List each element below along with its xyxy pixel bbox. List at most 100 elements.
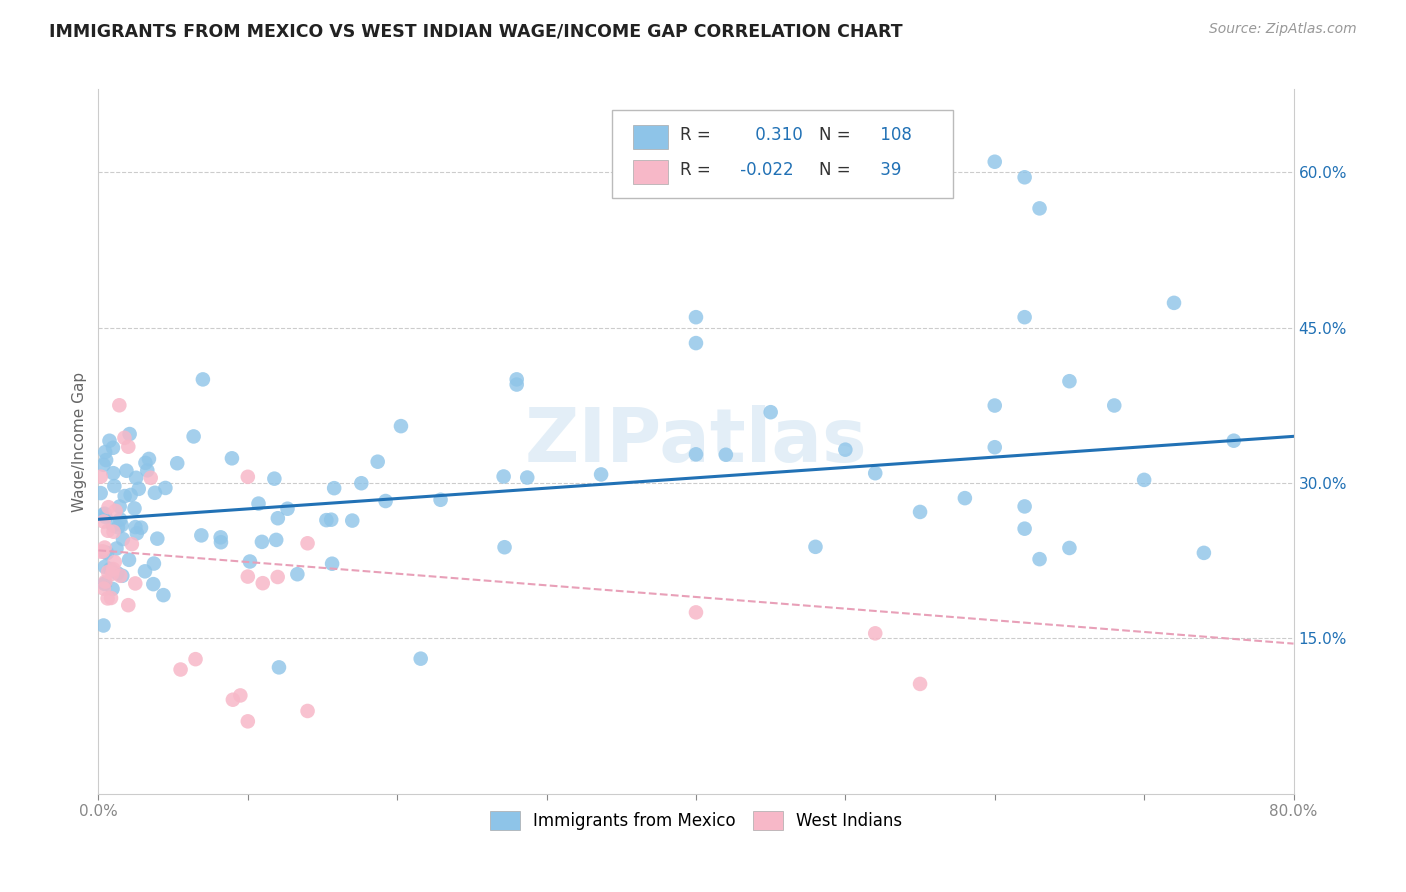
Point (221, 451, 243, 466)
Point (155, 481, 177, 495)
Point (110, 512, 132, 526)
Point (714, 448, 737, 462)
Point (297, 536, 319, 550)
Point (276, 501, 298, 516)
Point (1104, 399, 1126, 413)
Point (239, 554, 262, 568)
Point (129, 521, 152, 535)
Point (138, 451, 160, 466)
Point (166, 456, 188, 470)
Point (315, 513, 337, 527)
Point (367, 455, 389, 469)
Point (120, 488, 142, 502)
Point (139, 471, 162, 485)
Point (103, 466, 125, 480)
Point (222, 692, 245, 706)
Point (209, 530, 232, 544)
Point (191, 372, 214, 386)
Point (107, 566, 129, 581)
Point (94, 445, 117, 459)
Point (142, 577, 165, 591)
Point (984, 154, 1007, 169)
Point (759, 405, 782, 419)
Point (236, 714, 259, 729)
Text: -0.022: -0.022 (735, 161, 794, 179)
Point (93, 618, 115, 632)
Point (297, 704, 319, 718)
Point (1014, 522, 1036, 536)
Point (117, 598, 139, 612)
Point (96, 546, 118, 560)
Text: Source: ZipAtlas.com: Source: ZipAtlas.com (1209, 22, 1357, 37)
Text: IMMIGRANTS FROM MEXICO VS WEST INDIAN WAGE/INCOME GAP CORRELATION CHART: IMMIGRANTS FROM MEXICO VS WEST INDIAN WA… (49, 22, 903, 40)
Point (908, 677, 931, 691)
Point (409, 651, 432, 665)
Text: 0.310: 0.310 (749, 126, 803, 144)
Point (865, 626, 887, 640)
Point (111, 532, 134, 546)
Point (125, 471, 148, 485)
Point (1028, 552, 1050, 566)
Point (93, 541, 115, 555)
Point (125, 526, 148, 541)
Point (1014, 500, 1036, 514)
Point (685, 447, 707, 461)
Point (90, 469, 112, 483)
Point (91, 544, 114, 558)
Point (984, 440, 1007, 454)
Point (1192, 546, 1215, 560)
Point (267, 511, 290, 525)
Point (1028, 202, 1050, 216)
Point (492, 469, 515, 483)
Point (389, 419, 412, 434)
Point (124, 501, 146, 516)
Point (98, 562, 121, 576)
Point (101, 582, 124, 596)
Point (93, 508, 115, 522)
Point (114, 431, 136, 445)
Point (101, 441, 124, 455)
Point (121, 537, 143, 551)
Point (94, 576, 117, 591)
Point (124, 520, 146, 534)
Point (104, 555, 127, 569)
Point (342, 514, 364, 528)
Text: 39: 39 (876, 161, 901, 179)
Point (128, 482, 150, 496)
Point (90, 545, 112, 559)
Point (142, 557, 165, 571)
Point (1223, 434, 1246, 448)
Text: R =: R = (681, 161, 711, 179)
Point (111, 568, 134, 582)
Point (350, 476, 373, 491)
Point (1133, 473, 1156, 487)
Point (169, 663, 191, 677)
Text: 108: 108 (876, 126, 912, 144)
Point (103, 479, 125, 493)
Point (94, 559, 117, 574)
Point (184, 652, 207, 666)
FancyBboxPatch shape (633, 161, 668, 185)
Point (94, 510, 117, 524)
Point (263, 472, 285, 486)
Point (136, 463, 159, 477)
Point (321, 513, 343, 527)
Point (250, 534, 273, 549)
Point (516, 470, 538, 484)
Point (103, 524, 125, 539)
Point (93, 515, 115, 529)
Point (834, 442, 856, 457)
Point (108, 500, 131, 514)
Point (494, 540, 516, 554)
Point (506, 377, 529, 392)
Point (685, 336, 707, 351)
Point (118, 427, 141, 442)
Point (118, 553, 141, 567)
Point (101, 566, 124, 581)
Point (93, 582, 115, 596)
Point (134, 565, 156, 579)
Point (209, 535, 232, 549)
FancyBboxPatch shape (613, 111, 953, 198)
Point (287, 567, 309, 582)
Point (94, 545, 117, 559)
